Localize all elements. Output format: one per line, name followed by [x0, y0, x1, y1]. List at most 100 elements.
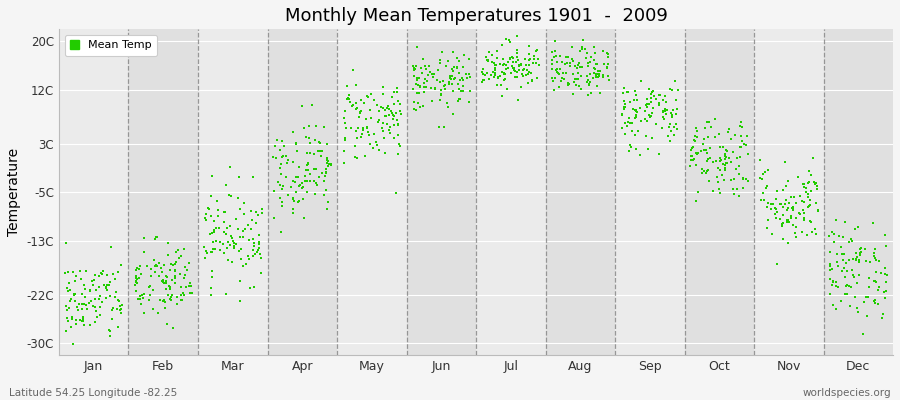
Point [453, 77, 467, 84]
Point [780, 240, 795, 246]
Point [276, 183, 291, 190]
Point [644, 110, 659, 116]
Point [828, 306, 842, 312]
Point [289, 141, 303, 148]
Point [434, 92, 448, 98]
Point [254, 270, 268, 276]
Point [285, 128, 300, 135]
Point [426, 74, 440, 80]
Point [490, 55, 504, 62]
Point [76, 301, 91, 308]
Point [349, 99, 364, 106]
Bar [824, 29, 893, 355]
Point [356, 127, 371, 133]
Point [569, 82, 583, 88]
Point [163, 286, 177, 292]
Point [786, 207, 800, 213]
Point [167, 260, 182, 267]
Point [93, 312, 107, 318]
Point [463, 88, 477, 94]
Point [433, 79, 447, 86]
Point [740, 132, 754, 139]
Point [320, 187, 334, 194]
Point [393, 111, 408, 117]
Point [252, 244, 266, 251]
Point [184, 283, 198, 289]
Point [652, 102, 666, 108]
Point [417, 84, 431, 90]
Point [73, 316, 87, 323]
Point [307, 166, 321, 172]
Point [407, 106, 421, 112]
Point [801, 193, 815, 200]
Point [572, 64, 587, 70]
Point [317, 124, 331, 130]
Point [146, 286, 160, 293]
Point [638, 102, 652, 108]
Point [292, 164, 307, 171]
Point [88, 304, 103, 310]
Point [836, 256, 850, 263]
Point [496, 56, 510, 62]
Point [781, 204, 796, 211]
Point [724, 177, 738, 183]
Point [295, 180, 310, 186]
Point [528, 48, 543, 54]
Point [575, 44, 590, 50]
Point [574, 73, 589, 80]
Point [522, 50, 536, 57]
Point [452, 86, 466, 92]
Point [66, 269, 80, 275]
Point [447, 76, 462, 82]
Point [274, 154, 289, 160]
Point [220, 244, 234, 251]
Point [174, 297, 188, 304]
Point [553, 53, 567, 59]
Point [500, 62, 514, 68]
Point [620, 122, 634, 129]
Point [553, 66, 567, 72]
Point [443, 73, 457, 79]
Point [591, 73, 606, 79]
Point [298, 178, 312, 184]
Point [224, 193, 238, 200]
Point [830, 259, 844, 265]
Point [734, 119, 748, 125]
Point [168, 279, 183, 286]
Point [703, 155, 717, 162]
Point [708, 115, 723, 122]
Point [770, 188, 785, 195]
Point [580, 78, 594, 85]
Point [251, 246, 266, 253]
Point [689, 151, 704, 157]
Point [131, 296, 146, 302]
Point [562, 54, 576, 60]
Point [826, 239, 841, 245]
Point [130, 265, 144, 271]
Point [802, 202, 816, 209]
Point [183, 290, 197, 297]
Point [688, 198, 703, 205]
Point [764, 206, 778, 212]
Point [307, 178, 321, 184]
Point [823, 263, 837, 269]
Point [482, 49, 496, 55]
Point [83, 288, 97, 294]
Point [428, 84, 443, 91]
Point [714, 157, 728, 164]
Point [708, 134, 723, 140]
Point [445, 73, 459, 79]
Point [148, 235, 162, 242]
Point [225, 235, 239, 241]
Point [515, 71, 529, 77]
Point [476, 71, 491, 77]
Point [68, 278, 83, 284]
Point [320, 160, 335, 166]
Point [219, 290, 233, 297]
Point [164, 261, 178, 268]
Point [59, 327, 74, 334]
Point [410, 44, 424, 50]
Point [209, 225, 223, 231]
Point [526, 56, 541, 62]
Point [765, 231, 779, 237]
